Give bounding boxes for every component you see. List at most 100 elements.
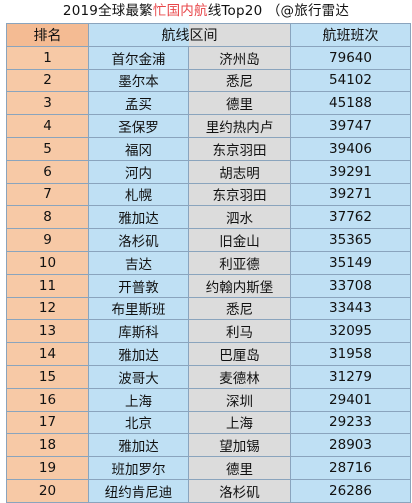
destination-cell: 胡志明 [188, 159, 291, 184]
table-row: 10 吉达 利亚德 35149 [6, 250, 411, 275]
rank-cell: 1 [6, 45, 89, 70]
table-row: 9 洛杉矶 旧金山 35365 [6, 228, 411, 252]
table-row: 13 库斯科 利马 32095 [6, 319, 411, 344]
origin-cell: 雅加达 [88, 342, 189, 366]
table-row: 16 上海 深圳 29401 [6, 387, 411, 412]
rank-cell: 5 [6, 136, 89, 161]
rank-cell: 13 [6, 319, 89, 344]
flights-cell: 29401 [290, 387, 411, 412]
destination-cell: 上海 [188, 410, 291, 435]
rank-cell: 4 [6, 114, 89, 138]
table-row: 8 雅加达 泗水 37762 [6, 205, 411, 230]
destination-cell: 泗水 [188, 205, 291, 230]
table-row: 14 雅加达 巴厘岛 31958 [6, 342, 411, 366]
origin-cell: 库斯科 [88, 319, 189, 344]
destination-cell: 利马 [188, 319, 291, 344]
rank-cell: 17 [6, 410, 89, 435]
destination-cell: 约翰内斯堡 [188, 273, 291, 298]
destination-cell: 旧金山 [188, 228, 291, 252]
destination-cell: 深圳 [188, 387, 291, 412]
flights-cell: 35365 [290, 228, 411, 252]
origin-cell: 班加罗尔 [88, 456, 189, 480]
table-row: 2 墨尔本 悉尼 54102 [6, 68, 411, 93]
rank-cell: 15 [6, 364, 89, 389]
rank-cell: 3 [6, 91, 89, 116]
header-row: 排名 航线区间 航班班次 [6, 23, 411, 47]
origin-cell: 开普敦 [88, 273, 189, 298]
flights-cell: 32095 [290, 319, 411, 344]
destination-cell: 里约热内卢 [188, 114, 291, 138]
origin-cell: 纽约肯尼迪 [88, 478, 189, 503]
origin-cell: 孟买 [88, 91, 189, 116]
origin-cell: 墨尔本 [88, 68, 189, 93]
rank-cell: 20 [6, 478, 89, 503]
flights-cell: 79640 [290, 45, 411, 70]
rank-cell: 2 [6, 68, 89, 93]
title-highlight: 忙国内航 [152, 3, 208, 19]
flights-cell: 29233 [290, 410, 411, 435]
origin-cell: 上海 [88, 387, 189, 412]
origin-cell: 雅加达 [88, 433, 189, 458]
destination-cell: 东京羽田 [188, 182, 291, 207]
destination-cell: 悉尼 [188, 296, 291, 321]
table-row: 12 布里斯班 悉尼 33443 [6, 296, 411, 321]
header-route: 航线区间 [88, 23, 291, 47]
flights-cell: 39291 [290, 159, 411, 184]
rank-cell: 16 [6, 387, 89, 412]
flights-cell: 28903 [290, 433, 411, 458]
rank-cell: 14 [6, 342, 89, 366]
rank-cell: 6 [6, 159, 89, 184]
table-body: 1 首尔金浦 济州岛 79640 2 墨尔本 悉尼 54102 3 孟买 德里 45188 4 圣保罗 里约… [6, 45, 411, 503]
flights-cell: 28716 [290, 456, 411, 480]
flights-cell: 54102 [290, 68, 411, 93]
routes-table: 排名 航线区间 航班班次 1 首尔金浦 济州岛 79640 2 墨尔本 悉尼 54102 3 孟买… [6, 23, 411, 503]
rank-cell: 11 [6, 273, 89, 298]
origin-cell: 福冈 [88, 136, 189, 161]
table-row: 20 纽约肯尼迪 洛杉矶 26286 [6, 478, 411, 503]
flights-cell: 45188 [290, 91, 411, 116]
flights-cell: 37762 [290, 205, 411, 230]
origin-cell: 波哥大 [88, 364, 189, 389]
origin-cell: 洛杉矶 [88, 228, 189, 252]
origin-cell: 布里斯班 [88, 296, 189, 321]
table-title: 2019全球最繁忙国内航线Top20 （@旅行雷达 [0, 0, 412, 22]
destination-cell: 德里 [188, 91, 291, 116]
table-row: 1 首尔金浦 济州岛 79640 [6, 45, 411, 70]
destination-cell: 巴厘岛 [188, 342, 291, 366]
origin-cell: 札幌 [88, 182, 189, 207]
rank-cell: 8 [6, 205, 89, 230]
flights-cell: 39747 [290, 114, 411, 138]
origin-cell: 雅加达 [88, 205, 189, 230]
destination-cell: 利亚德 [188, 250, 291, 275]
destination-cell: 悉尼 [188, 68, 291, 93]
table-row: 15 波哥大 麦德林 31279 [6, 364, 411, 389]
destination-cell: 麦德林 [188, 364, 291, 389]
table-row: 4 圣保罗 里约热内卢 39747 [6, 114, 411, 138]
rank-cell: 18 [6, 433, 89, 458]
destination-cell: 东京羽田 [188, 136, 291, 161]
origin-cell: 吉达 [88, 250, 189, 275]
destination-cell: 济州岛 [188, 45, 291, 70]
flights-cell: 31279 [290, 364, 411, 389]
origin-cell: 首尔金浦 [88, 45, 189, 70]
header-rank: 排名 [6, 23, 89, 47]
flights-cell: 39406 [290, 136, 411, 161]
rank-cell: 12 [6, 296, 89, 321]
destination-cell: 洛杉矶 [188, 478, 291, 503]
header-flights: 航班班次 [290, 23, 411, 47]
rank-cell: 19 [6, 456, 89, 480]
title-prefix: 2019全球最繁 [62, 3, 153, 19]
destination-cell: 望加锡 [188, 433, 291, 458]
origin-cell: 圣保罗 [88, 114, 189, 138]
flights-cell: 31958 [290, 342, 411, 366]
rank-cell: 10 [6, 250, 89, 275]
flights-cell: 39271 [290, 182, 411, 207]
table-row: 19 班加罗尔 德里 28716 [6, 456, 411, 480]
table-row: 7 札幌 东京羽田 39271 [6, 182, 411, 207]
table-row: 11 开普敦 约翰内斯堡 33708 [6, 273, 411, 298]
destination-cell: 德里 [188, 456, 291, 480]
table-row: 18 雅加达 望加锡 28903 [6, 433, 411, 458]
flights-cell: 33708 [290, 273, 411, 298]
origin-cell: 河内 [88, 159, 189, 184]
rank-cell: 9 [6, 228, 89, 252]
